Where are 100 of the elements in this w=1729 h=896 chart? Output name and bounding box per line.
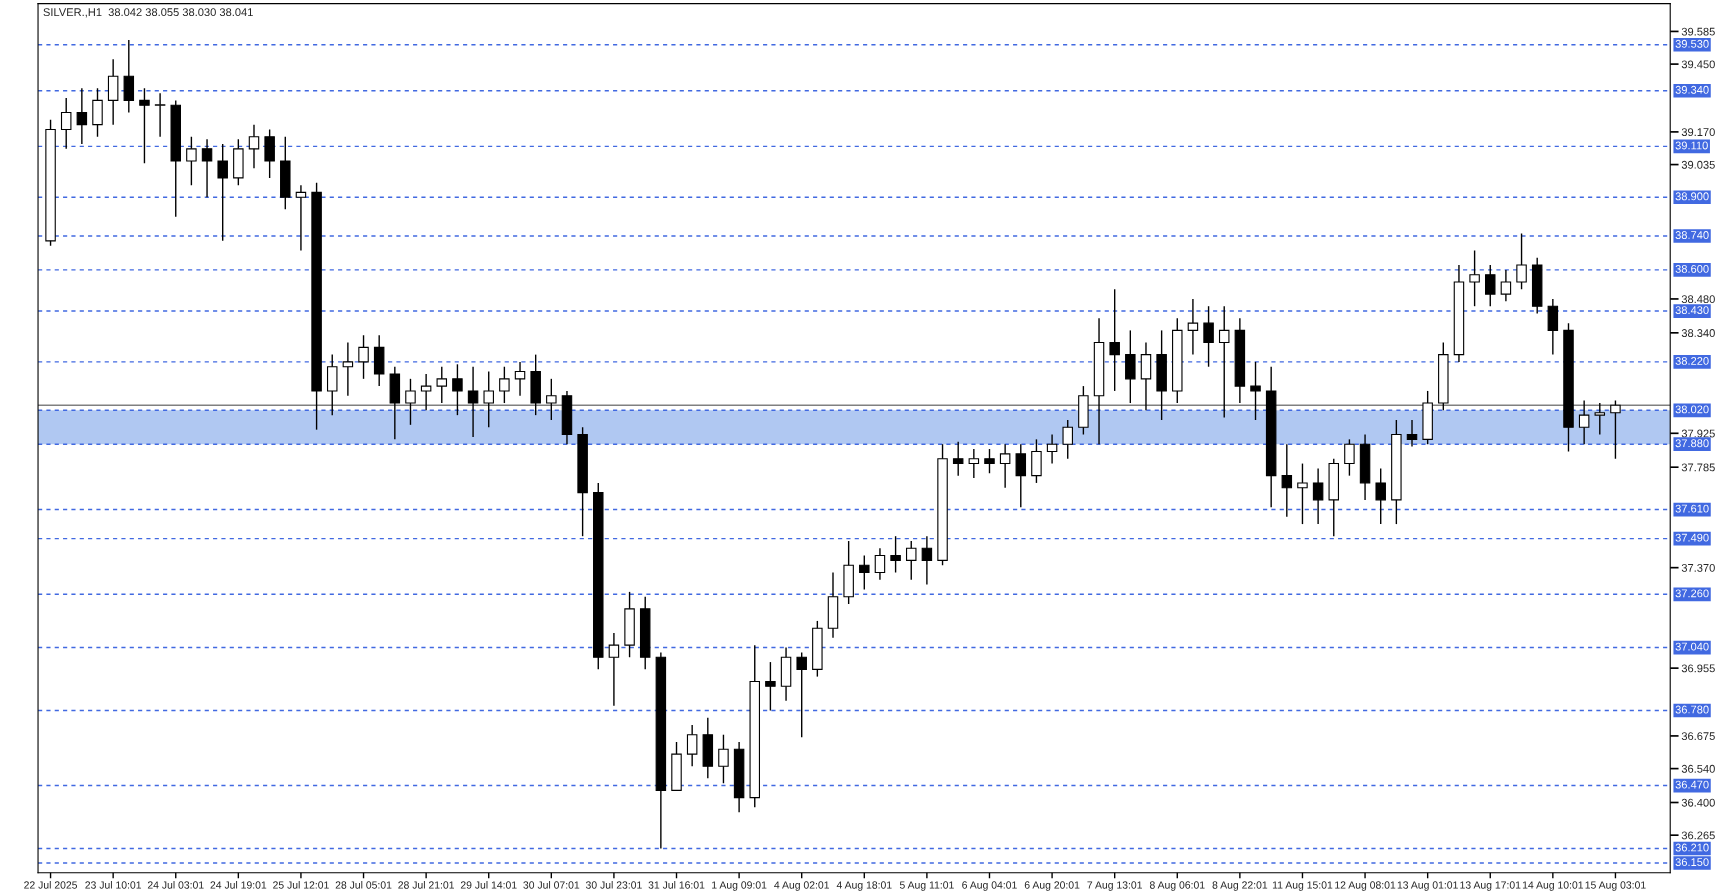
x-tick-label: 1 Aug 09:01 [712, 881, 767, 891]
ref-line-label: 36.150 [1675, 858, 1709, 866]
candlestick [1250, 361, 1261, 421]
x-tick-label: 24 Jul 19:01 [210, 881, 267, 889]
candlestick [984, 448, 995, 474]
candlestick [1312, 467, 1324, 525]
x-tick-label: 11 Aug 15:01 [1272, 881, 1333, 891]
ref-line-label: 37.880 [1675, 439, 1709, 448]
ref-line-label: 38.740 [1675, 231, 1709, 239]
candlestick [514, 361, 526, 397]
x-tick-label: 25 Jul 12:01 [273, 881, 329, 889]
x-tick-label: 29 Jul 14:01 [460, 881, 517, 889]
ref-line-label: 37.490 [1675, 533, 1709, 542]
ref-line-label: 37.610 [1675, 504, 1709, 513]
candlestick [1015, 443, 1027, 508]
candlestick [1344, 438, 1355, 477]
candlestick [154, 92, 166, 138]
candlestick [608, 632, 620, 707]
candlestick [952, 441, 964, 477]
y-tick-label: 37.785 [1681, 463, 1715, 472]
y-tick-label: 38.480 [1681, 295, 1715, 304]
x-tick-label: 28 Jul 21:01 [398, 881, 454, 889]
ref-line-label: 38.020 [1675, 405, 1709, 414]
candlestick [452, 363, 463, 416]
candlestick [139, 87, 150, 165]
y-tick-label: 36.675 [1681, 732, 1715, 741]
ref-line-label: 38.900 [1675, 192, 1709, 201]
candlestick [1500, 269, 1512, 303]
x-tick-label: 8 Aug 22:01 [1212, 881, 1268, 891]
y-tick-label: 39.585 [1681, 27, 1715, 36]
y-tick-label: 36.955 [1681, 664, 1715, 673]
candlestick [1109, 288, 1120, 392]
x-tick-label: 30 Jul 07:01 [523, 881, 580, 889]
candlestick [186, 136, 197, 186]
ref-line-label: 36.210 [1675, 843, 1709, 852]
candlestick [1485, 264, 1496, 307]
candlestick [1406, 419, 1418, 448]
candlestick [890, 535, 901, 574]
y-tick-label: 37.370 [1681, 563, 1715, 572]
candlestick [358, 334, 369, 380]
x-tick-label: 13 Aug 17:01 [1460, 881, 1521, 891]
ref-line-label: 37.260 [1675, 589, 1709, 598]
ref-line-label: 38.220 [1675, 357, 1709, 365]
x-tick-label: 23 Jul 10:01 [85, 881, 142, 889]
candlestick [436, 366, 448, 404]
candlestick [60, 97, 72, 150]
x-tick-label: 22 Jul 2025 [24, 881, 78, 889]
ref-line-label: 39.340 [1675, 85, 1709, 94]
x-tick-label: 24 Jul 03:01 [147, 881, 204, 889]
candlestick [248, 123, 260, 169]
ref-line-label: 39.110 [1675, 141, 1708, 150]
ref-line-label: 38.430 [1675, 306, 1709, 315]
candlestick [76, 87, 88, 145]
x-tick-label: 12 Aug 08:01 [1335, 881, 1396, 891]
candlestick [1297, 462, 1308, 525]
y-tick-label: 36.400 [1681, 798, 1715, 807]
y-tick-label: 36.265 [1681, 831, 1715, 840]
y-tick-label: 36.540 [1681, 764, 1715, 773]
candlestick [765, 661, 776, 712]
candlestick [796, 651, 807, 738]
candlestick [1594, 402, 1606, 436]
candlestick [686, 724, 698, 767]
candlestick [1375, 467, 1386, 525]
candlestick [1281, 443, 1293, 518]
y-tick-label: 39.035 [1681, 160, 1715, 169]
ref-line-label: 36.780 [1675, 705, 1709, 714]
candlestick [999, 443, 1011, 489]
candlestick [968, 448, 980, 479]
x-tick-label: 6 Aug 20:01 [1024, 881, 1080, 891]
candlestick [1516, 232, 1527, 290]
x-tick-label: 31 Jul 16:01 [648, 881, 705, 889]
candlestick [546, 378, 557, 421]
candlestick [1469, 249, 1480, 307]
candlestick [1062, 419, 1073, 460]
x-tick-label: 28 Jul 05:01 [335, 881, 392, 889]
candlestick [201, 138, 213, 198]
candlestick [1610, 399, 1621, 460]
candlestick [1187, 298, 1199, 356]
candlestick [1218, 305, 1230, 419]
y-tick-label: 38.340 [1681, 329, 1715, 337]
candlestick [859, 554, 870, 591]
candlestick [467, 366, 479, 438]
candlestick [342, 341, 354, 397]
candlestick [217, 143, 228, 242]
x-tick-label: 7 Aug 13:01 [1087, 881, 1142, 891]
candlestick [483, 370, 494, 428]
ref-line-label: 39.530 [1675, 39, 1709, 48]
x-tick-label: 8 Aug 06:01 [1149, 881, 1205, 891]
candlestick [921, 535, 933, 586]
x-tick-label: 13 Aug 01:01 [1397, 881, 1458, 891]
candlestick [718, 734, 729, 784]
ref-line-label: 36.470 [1675, 780, 1709, 789]
x-tick-label: 6 Aug 04:01 [962, 881, 1017, 891]
candlestick [874, 547, 886, 581]
ref-line-label: 37.040 [1675, 642, 1709, 651]
x-tick-label: 4 Aug 18:01 [836, 881, 892, 891]
candlestick [1203, 305, 1214, 368]
ref-line-label: 38.600 [1675, 265, 1709, 273]
x-tick-label: 4 Aug 02:01 [774, 881, 829, 891]
candlestick [905, 540, 917, 581]
